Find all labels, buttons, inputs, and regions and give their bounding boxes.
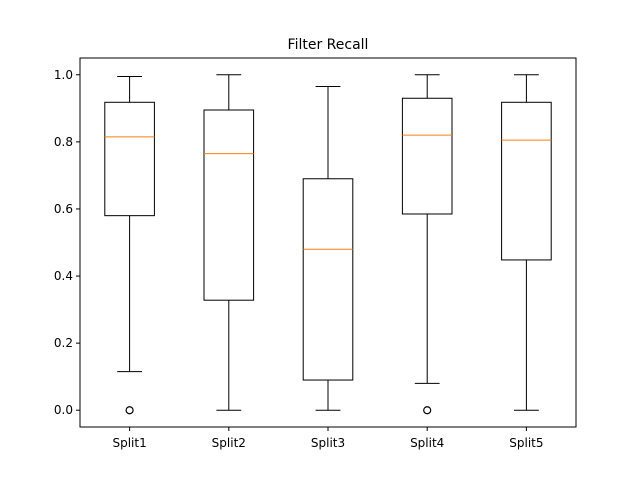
box-split2 xyxy=(203,74,255,411)
x-tick-label: Split5 xyxy=(509,436,543,450)
plot-area xyxy=(104,74,552,415)
outlier-point xyxy=(423,406,432,415)
iqr-box xyxy=(501,101,552,261)
y-tick-label: 1.0 xyxy=(54,68,73,82)
chart-title: Filter Recall xyxy=(288,37,369,53)
iqr-box xyxy=(203,109,255,301)
x-tick-label: Split3 xyxy=(311,436,345,450)
box-split3 xyxy=(302,86,354,411)
iqr-box xyxy=(401,97,453,215)
y-tick-label: 0.0 xyxy=(54,403,73,417)
y-tick-label: 0.8 xyxy=(54,135,73,149)
x-tick-label: Split1 xyxy=(112,436,146,450)
iqr-box xyxy=(302,178,354,381)
x-tick-label: Split4 xyxy=(410,436,444,450)
y-tick-label: 0.6 xyxy=(54,202,73,216)
iqr-box xyxy=(104,101,155,217)
y-tick-label: 0.4 xyxy=(54,269,73,283)
x-axis: Split1 Split2 Split3 Split4 Split5 xyxy=(112,427,544,450)
box-split5 xyxy=(501,74,552,411)
outlier-point xyxy=(125,406,134,415)
box-split4 xyxy=(401,74,453,415)
box-split1 xyxy=(104,75,155,415)
x-tick-label: Split2 xyxy=(212,436,246,450)
y-axis: 0.0 0.2 0.4 0.6 0.8 1.0 xyxy=(54,68,80,417)
y-tick-label: 0.2 xyxy=(54,336,73,350)
